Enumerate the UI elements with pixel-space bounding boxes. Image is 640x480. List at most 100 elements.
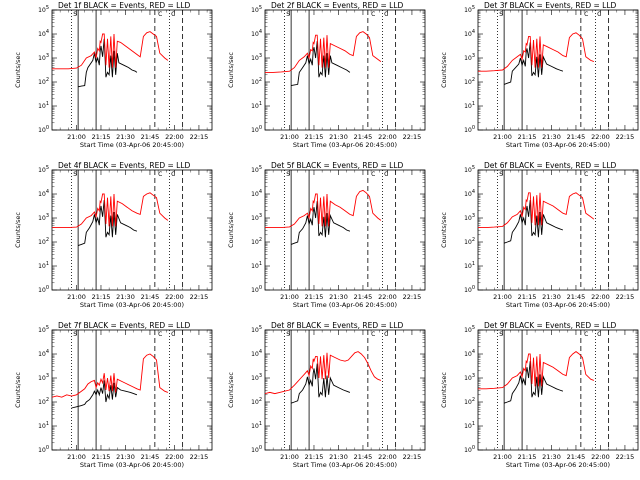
y-tick-label: 101: [464, 421, 475, 430]
x-tick-label: 21:45: [567, 453, 586, 461]
x-tick-label: 22:15: [616, 453, 635, 461]
y-tick-label: 105: [464, 325, 475, 334]
x-tick-label: 22:00: [165, 453, 184, 461]
panel-title: Det 4f BLACK = Events, RED = LLD: [58, 161, 191, 170]
top-mark: S: [499, 171, 503, 178]
y-tick-label: 103: [38, 213, 49, 222]
y-tick-label: 102: [464, 397, 475, 406]
y-tick-label: 103: [251, 373, 262, 382]
panel-det-5: Det 5f BLACK = Events, RED = LLD 100 101 10…: [227, 161, 426, 309]
x-tick-label: 22:15: [403, 453, 422, 461]
x-tick-label: 21:45: [567, 293, 586, 301]
y-axis-label: Counts/sec: [440, 372, 448, 408]
x-tick-label: 21:45: [354, 133, 373, 141]
x-tick-label: 22:15: [190, 133, 209, 141]
y-tick-label: 100: [38, 125, 49, 134]
x-tick-label: 21:15: [305, 453, 324, 461]
y-tick-label: 103: [464, 213, 475, 222]
x-tick-label: 21:45: [354, 293, 373, 301]
x-tick-label: 21:15: [518, 453, 537, 461]
top-mark: C: [597, 11, 601, 18]
y-tick-label: 100: [464, 445, 475, 454]
x-tick-label: 21:15: [92, 453, 111, 461]
x-tick-label: 21:15: [305, 293, 324, 301]
top-mark: C: [171, 331, 175, 338]
x-tick-label: 22:00: [165, 133, 184, 141]
series-line-events: [78, 38, 138, 88]
y-axis-label: Counts/sec: [227, 372, 235, 408]
y-axis-label: Counts/sec: [440, 212, 448, 248]
x-tick-label: 22:15: [616, 293, 635, 301]
panel-title: Det 8f BLACK = Events, RED = LLD: [271, 321, 404, 330]
y-tick-label: 100: [464, 285, 475, 294]
y-tick-label: 105: [464, 165, 475, 174]
y-tick-label: 100: [464, 125, 475, 134]
top-mark: C: [384, 11, 388, 18]
x-tick-label: 21:00: [280, 293, 299, 301]
x-axis-label: Start Time (03-Apr-06 20:45:00): [80, 141, 184, 149]
x-tick-label: 22:15: [616, 133, 635, 141]
series-line-events: [71, 380, 138, 409]
x-tick-label: 21:30: [329, 293, 348, 301]
y-tick-label: 104: [251, 29, 262, 38]
panel-det-2: Det 2f BLACK = Events, RED = LLD 100 101 10…: [227, 1, 426, 149]
y-tick-label: 103: [464, 53, 475, 62]
panel-det-6: Det 6f BLACK = Events, RED = LLD 100 101 10…: [440, 161, 639, 309]
y-tick-label: 102: [251, 397, 262, 406]
y-tick-label: 105: [38, 325, 49, 334]
top-mark: C: [597, 171, 601, 178]
x-tick-label: 22:00: [591, 453, 610, 461]
panel-det-4: Det 4f BLACK = Events, RED = LLD 100 101 10…: [14, 161, 213, 309]
y-tick-label: 104: [464, 29, 475, 38]
top-mark: S: [499, 11, 503, 18]
y-tick-label: 102: [464, 77, 475, 86]
series-line-lld: [265, 351, 382, 395]
y-tick-label: 100: [251, 125, 262, 134]
plot-frame: [51, 329, 213, 451]
x-axis-label: Start Time (03-Apr-06 20:45:00): [506, 301, 610, 309]
top-mark: S: [499, 331, 503, 338]
x-tick-label: 22:00: [378, 293, 397, 301]
top-mark: C: [584, 11, 588, 18]
y-axis-label: Counts/sec: [440, 52, 448, 88]
top-mark: S: [286, 171, 290, 178]
y-tick-label: 101: [38, 261, 49, 270]
x-tick-label: 22:15: [403, 293, 422, 301]
x-tick-label: 22:00: [165, 293, 184, 301]
plot-frame: [264, 329, 426, 451]
x-tick-label: 21:00: [67, 453, 86, 461]
y-tick-label: 104: [38, 349, 49, 358]
top-mark: C: [384, 331, 388, 338]
top-mark: C: [371, 331, 375, 338]
x-axis-label: Start Time (03-Apr-06 20:45:00): [506, 461, 610, 469]
x-tick-label: 21:00: [280, 133, 299, 141]
top-mark: C: [384, 171, 388, 178]
x-tick-label: 21:30: [542, 133, 561, 141]
x-tick-label: 21:45: [141, 293, 160, 301]
y-tick-label: 104: [38, 29, 49, 38]
panel-title: Det 3f BLACK = Events, RED = LLD: [484, 1, 617, 10]
y-tick-label: 103: [251, 213, 262, 222]
x-tick-label: 21:00: [67, 133, 86, 141]
x-tick-label: 21:30: [329, 453, 348, 461]
x-tick-label: 22:00: [378, 133, 397, 141]
x-tick-label: 22:00: [378, 453, 397, 461]
y-tick-label: 104: [251, 349, 262, 358]
y-tick-label: 105: [251, 325, 262, 334]
y-tick-label: 104: [464, 349, 475, 358]
y-tick-label: 100: [251, 445, 262, 454]
x-tick-label: 21:45: [141, 453, 160, 461]
top-mark: C: [158, 171, 162, 178]
y-tick-label: 102: [251, 237, 262, 246]
y-tick-label: 102: [38, 77, 49, 86]
x-tick-label: 21:30: [542, 453, 561, 461]
y-axis-label: Counts/sec: [227, 212, 235, 248]
x-axis-label: Start Time (03-Apr-06 20:45:00): [80, 301, 184, 309]
x-tick-label: 22:15: [403, 133, 422, 141]
top-mark: C: [171, 11, 175, 18]
series-line-lld: [52, 31, 169, 70]
top-mark: C: [584, 171, 588, 178]
y-tick-label: 103: [38, 373, 49, 382]
x-tick-label: 21:30: [329, 133, 348, 141]
